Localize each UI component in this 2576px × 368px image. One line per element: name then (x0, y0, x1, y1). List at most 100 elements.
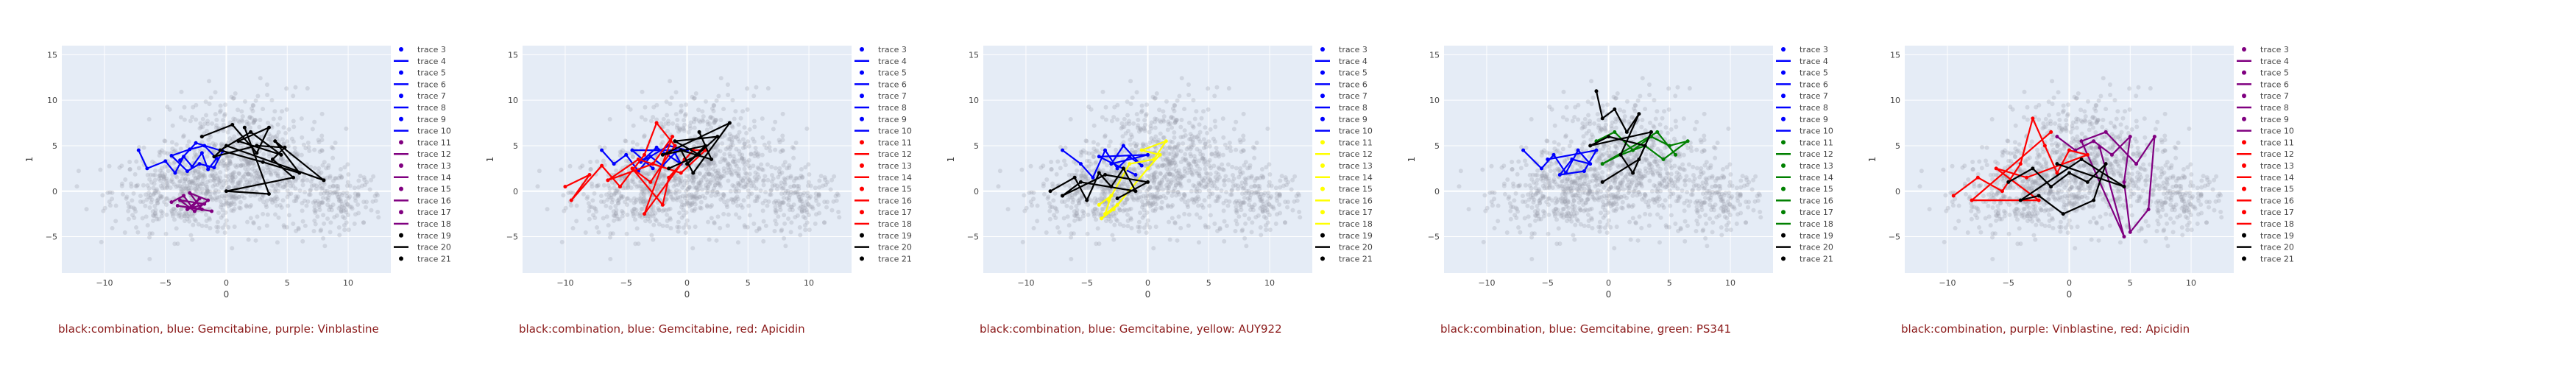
background-point (110, 226, 115, 231)
background-point (250, 160, 255, 166)
legend-marker (1320, 93, 1325, 99)
background-point (769, 179, 774, 184)
background-point (751, 221, 757, 226)
background-point (236, 180, 241, 185)
background-point (281, 141, 286, 146)
background-point (166, 169, 171, 174)
background-point (257, 225, 262, 230)
background-point (233, 91, 238, 96)
x-tick-label: 10 (804, 278, 814, 288)
background-point (194, 154, 199, 159)
background-point (700, 187, 705, 192)
background-point (620, 148, 625, 153)
background-point (1092, 200, 1097, 205)
background-point (163, 164, 168, 169)
background-point (1186, 92, 1192, 97)
background-point (657, 222, 662, 227)
background-point (252, 174, 258, 180)
background-point (590, 181, 595, 186)
background-point (208, 95, 213, 100)
background-point (230, 96, 236, 101)
legend-entry: trace 13 (1339, 161, 1373, 171)
legend-entry: trace 12 (878, 149, 912, 159)
background-point (1620, 199, 1625, 205)
background-point (281, 158, 286, 163)
background-point (718, 118, 723, 123)
data-point (197, 197, 202, 201)
background-point (1125, 212, 1130, 217)
background-point (782, 213, 787, 218)
background-point (1058, 166, 1063, 171)
y-tick-label: 0 (513, 187, 518, 197)
background-point (210, 197, 215, 202)
background-point (140, 216, 145, 221)
background-point (651, 115, 656, 120)
background-point (654, 102, 659, 107)
background-point (1170, 158, 1175, 163)
background-point (1586, 219, 1591, 224)
y-tick-label: 5 (52, 141, 57, 151)
y-tick-label: 10 (1429, 96, 1440, 105)
background-point (219, 194, 224, 199)
panel-caption: black:combination, blue: Gemcitabine, re… (519, 322, 805, 336)
background-point (107, 203, 113, 208)
background-point (813, 185, 818, 191)
background-point (1597, 165, 1602, 170)
background-point (183, 186, 188, 191)
legend-marker (1320, 140, 1325, 145)
background-point (224, 161, 229, 166)
background-point (1531, 199, 1536, 205)
background-point (612, 191, 618, 197)
background-point (162, 199, 167, 205)
background-point (782, 236, 787, 241)
background-point (210, 121, 215, 126)
data-point (1109, 185, 1114, 189)
background-point (74, 184, 79, 189)
background-point (171, 182, 177, 187)
background-point (704, 166, 709, 171)
background-point (153, 213, 158, 219)
background-point (1122, 182, 1128, 187)
background-point (230, 174, 236, 180)
background-point (1166, 119, 1171, 124)
background-point (229, 200, 234, 205)
background-point (230, 175, 235, 180)
data-point (1152, 158, 1156, 161)
legend-entry: trace 19 (878, 231, 912, 241)
background-point (1529, 205, 1535, 210)
background-point (704, 162, 709, 167)
background-point (1515, 171, 1520, 177)
background-point (1535, 177, 1540, 183)
data-point (242, 125, 247, 130)
background-point (232, 194, 237, 199)
background-point (275, 240, 280, 245)
background-point (352, 221, 357, 226)
background-point (312, 199, 317, 204)
data-point (697, 152, 701, 157)
background-point (162, 185, 167, 191)
background-point (355, 192, 361, 197)
background-point (721, 107, 726, 112)
background-point (776, 174, 781, 180)
background-point (249, 172, 254, 177)
background-point (1208, 213, 1213, 218)
background-point (687, 224, 692, 230)
data-point (283, 145, 287, 149)
background-point (1069, 256, 1074, 261)
background-point (1492, 197, 1497, 202)
legend-marker (399, 256, 403, 261)
background-point (211, 149, 216, 155)
background-point (152, 191, 158, 196)
background-point (210, 174, 216, 179)
x-tick-label: −5 (1081, 278, 1093, 288)
data-point (169, 200, 174, 205)
background-point (1630, 193, 1635, 198)
background-point (344, 126, 349, 131)
background-point (197, 186, 202, 191)
background-point (595, 159, 600, 164)
background-point (1195, 212, 1200, 217)
background-point (296, 227, 301, 232)
background-point (251, 121, 256, 126)
background-point (692, 125, 697, 130)
